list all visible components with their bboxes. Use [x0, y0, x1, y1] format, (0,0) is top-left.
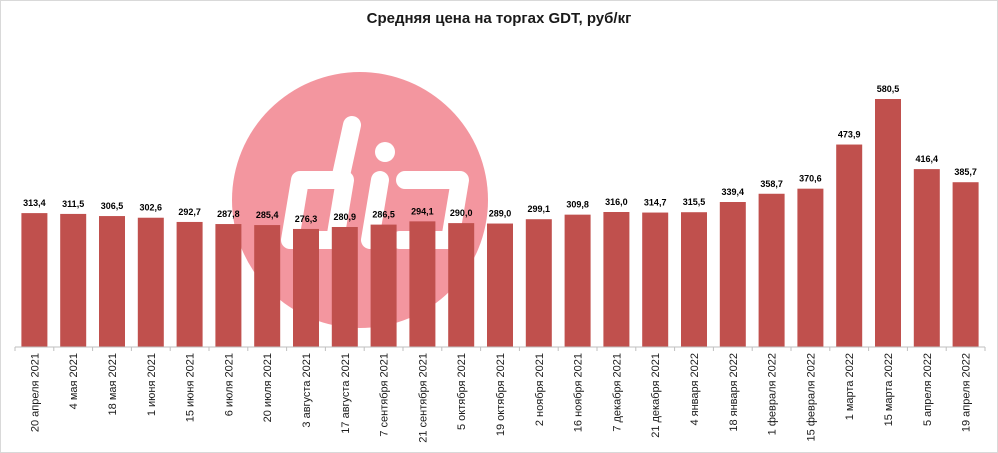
bar — [952, 182, 979, 347]
category-label: 15 марта 2022 — [883, 353, 895, 426]
bar — [254, 225, 281, 347]
category-label: 15 июня 2021 — [185, 353, 197, 422]
category-label: 15 февраля 2022 — [805, 353, 817, 441]
data-label: 314,7 — [644, 198, 667, 208]
category-label: 18 мая 2021 — [107, 353, 119, 415]
data-label: 276,3 — [295, 214, 318, 224]
data-labels-group: 313,4 311,5 306,5 302,6 292,7 287,8 285,4 276,3… — [23, 84, 977, 224]
bar — [525, 219, 552, 347]
data-label: 292,7 — [178, 207, 201, 217]
data-label: 339,4 — [722, 187, 745, 197]
category-label: 21 сентября 2021 — [417, 353, 429, 443]
data-label: 385,7 — [954, 167, 977, 177]
bar — [642, 212, 669, 347]
data-label: 289,0 — [489, 209, 512, 219]
data-label: 309,8 — [566, 200, 589, 210]
x-ticks-group — [14, 347, 986, 351]
category-label: 4 января 2022 — [689, 353, 701, 426]
bar — [603, 211, 630, 347]
data-label: 286,5 — [372, 210, 395, 220]
category-label: 6 июля 2021 — [223, 353, 235, 416]
bar — [215, 224, 242, 347]
bar — [137, 217, 164, 347]
bar — [21, 213, 48, 347]
data-label: 580,5 — [877, 84, 900, 94]
bar — [681, 212, 707, 347]
category-label: 17 августа 2021 — [340, 353, 352, 434]
category-label: 20 апреля 2021 — [29, 353, 41, 432]
bar — [448, 223, 475, 347]
bar — [875, 99, 901, 347]
bar — [487, 223, 513, 347]
bar — [797, 188, 824, 347]
bar — [60, 213, 87, 347]
data-label: 311,5 — [62, 199, 84, 209]
bar — [293, 228, 319, 347]
category-label: 7 декабря 2021 — [611, 353, 623, 432]
data-label: 299,1 — [528, 204, 551, 214]
data-label: 370,6 — [799, 174, 822, 184]
bar — [331, 226, 358, 347]
data-label: 313,4 — [23, 198, 46, 208]
bar — [409, 221, 436, 347]
category-label: 16 ноября 2021 — [573, 353, 585, 432]
category-label: 1 июня 2021 — [146, 353, 158, 416]
data-label: 473,9 — [838, 130, 861, 140]
data-label: 302,6 — [140, 203, 163, 213]
data-label: 287,8 — [217, 209, 240, 219]
bar — [176, 221, 203, 347]
bars-group — [21, 99, 979, 347]
data-label: 280,9 — [334, 212, 357, 222]
chart-title: Средняя цена на торгах GDT, руб/кг — [366, 10, 632, 27]
data-label: 294,1 — [411, 206, 434, 216]
data-label: 416,4 — [916, 154, 939, 164]
data-label: 290,0 — [450, 208, 473, 218]
data-label: 316,0 — [605, 197, 628, 207]
category-label: 4 мая 2021 — [68, 353, 80, 409]
bar — [370, 224, 397, 347]
bar — [719, 202, 746, 347]
category-label: 2 ноября 2021 — [534, 353, 546, 426]
data-label: 358,7 — [760, 179, 783, 189]
bar — [836, 144, 863, 347]
category-label: 3 августа 2021 — [301, 353, 313, 428]
category-label: 19 апреля 2022 — [961, 353, 973, 432]
category-label: 7 сентября 2021 — [379, 353, 391, 437]
data-label: 315,5 — [683, 197, 706, 207]
category-label: 21 декабря 2021 — [650, 353, 662, 438]
bar — [564, 214, 591, 347]
category-label: 5 октября 2021 — [456, 353, 468, 430]
category-label: 19 октября 2021 — [495, 353, 507, 436]
category-label: 20 июля 2021 — [262, 353, 274, 422]
data-label: 285,4 — [256, 210, 279, 220]
bar — [913, 169, 940, 347]
data-label: 306,5 — [101, 201, 124, 211]
category-labels-group: 20 апреля 2021 4 мая 2021 18 мая 2021 1 июн… — [29, 353, 972, 443]
bar — [99, 216, 125, 347]
category-label: 5 апреля 2022 — [922, 353, 934, 426]
bar — [758, 193, 785, 347]
category-label: 18 января 2022 — [728, 353, 740, 432]
category-label: 1 февраля 2022 — [767, 353, 779, 435]
category-label: 1 марта 2022 — [844, 353, 856, 420]
